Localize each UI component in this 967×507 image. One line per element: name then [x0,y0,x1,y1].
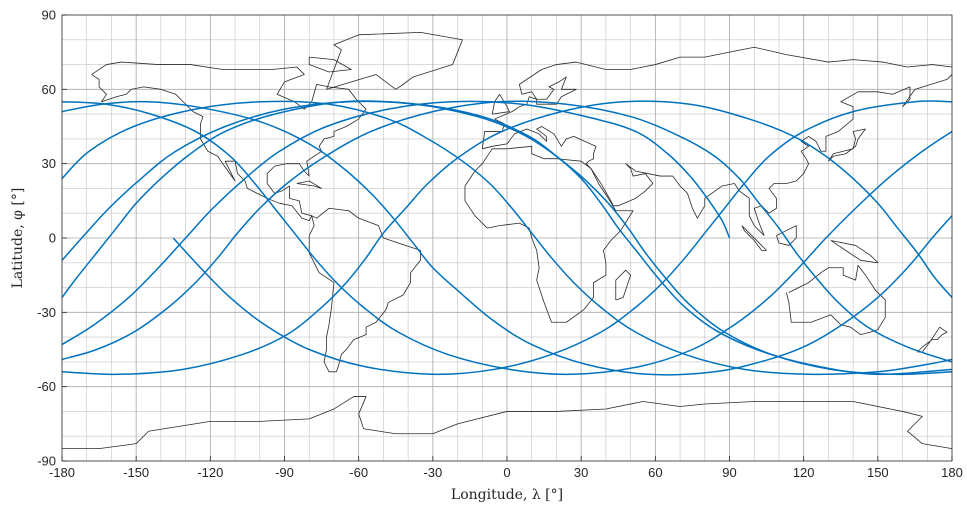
ground-track-layer [61,100,953,376]
ground-track-4 [61,100,953,376]
coastline [482,74,953,236]
x-tick-label: -120 [197,465,223,480]
coastline [741,225,767,251]
y-tick-label: -30 [37,305,56,320]
ground-track-7 [61,100,953,376]
x-tick-label: 90 [722,465,736,480]
ground-track-1 [172,100,953,376]
x-tick-label: 30 [574,465,588,480]
x-tick-label: -90 [275,465,294,480]
x-tick-label: -60 [349,465,368,480]
coastline [296,180,322,189]
ground-track-6 [61,100,953,376]
ground-track-9 [61,100,953,363]
ground-track-2 [61,100,953,376]
coastline [830,240,879,264]
x-tick-label: 60 [648,465,662,480]
ground-track-3 [61,100,731,346]
major-grid [62,15,952,461]
x-tick-label: 0 [503,465,510,480]
x-tick-label: 150 [867,465,889,480]
x-tick-label: -150 [123,465,149,480]
y-axis-label: Latitude, φ [°] [10,188,26,289]
x-tick-label: -30 [423,465,442,480]
y-tick-label: -90 [37,454,56,469]
y-tick-label: 0 [49,231,56,246]
y-tick-label: 30 [42,156,56,171]
y-tick-label: 90 [42,8,56,23]
coastline [776,225,797,246]
x-tick-label: -180 [49,465,75,480]
coastline [828,128,866,162]
x-tick-label: 180 [941,465,963,480]
coastline [62,396,953,450]
coastline [308,56,352,73]
coastline [917,326,948,353]
y-tick-label: -60 [37,379,56,394]
coastline [785,264,886,336]
coastline [326,31,463,90]
ground-track-8 [61,100,953,376]
coastline [308,207,421,373]
x-tick-labels: -180 -150 -120 -90 -60 -30 0 30 60 90 120 150 180 [49,456,963,480]
x-tick-label: 120 [793,465,815,480]
coastline [491,93,510,115]
y-tick-labels: -90 -60 -30 0 30 60 90 [37,8,67,469]
x-axis-label: Longitude, λ [°] [451,487,563,503]
coastline [615,269,632,301]
y-tick-label: 60 [42,82,56,97]
coastline [464,145,634,323]
